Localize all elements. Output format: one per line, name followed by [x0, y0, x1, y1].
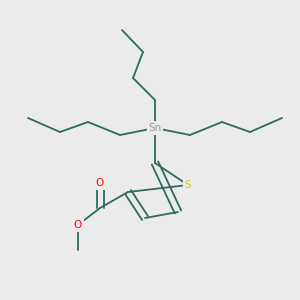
Text: O: O	[96, 178, 104, 188]
Text: S: S	[185, 180, 191, 190]
Text: O: O	[74, 220, 82, 230]
Text: Sn: Sn	[148, 123, 162, 133]
